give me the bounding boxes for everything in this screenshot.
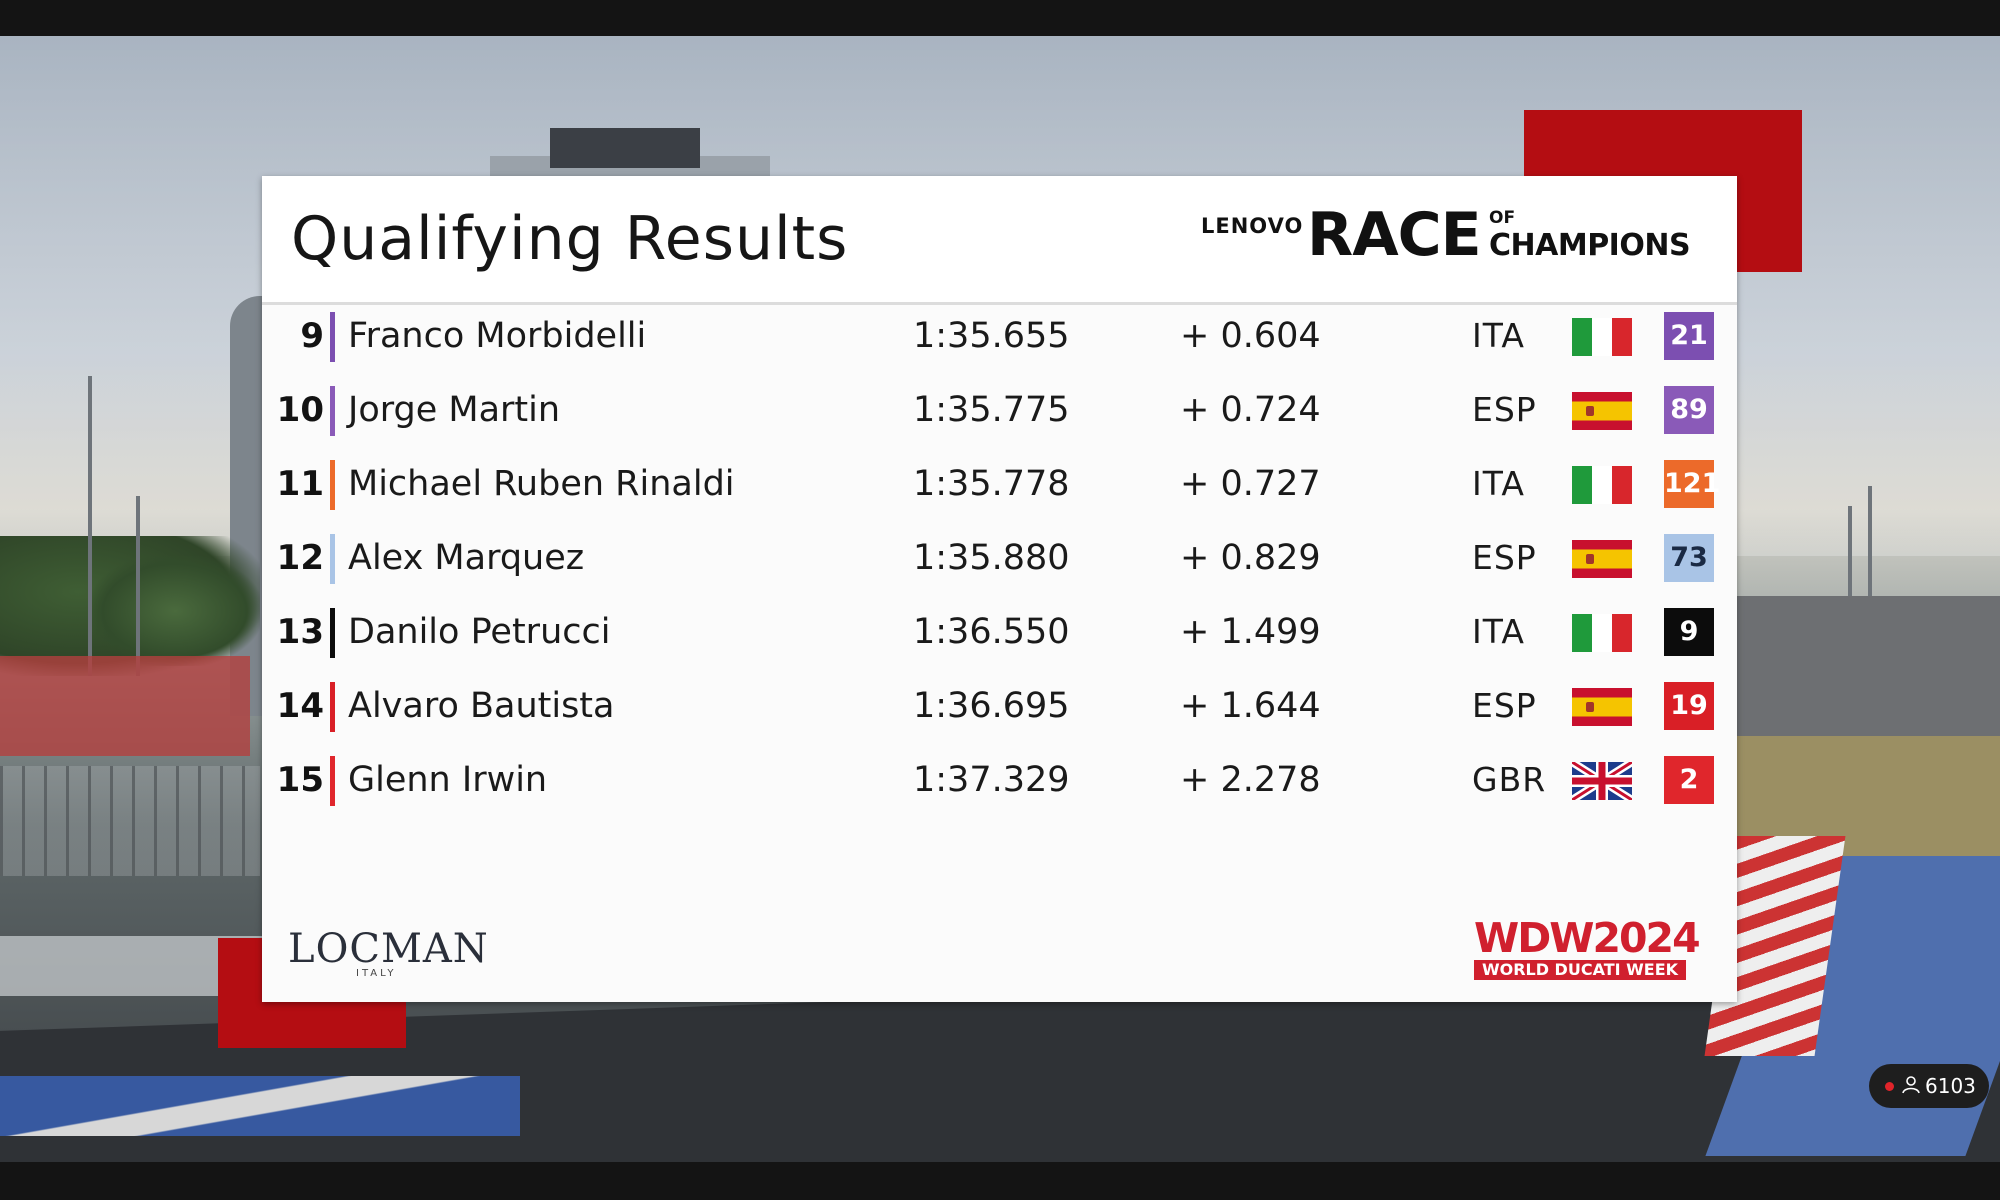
nation-code: ITA bbox=[1472, 612, 1525, 651]
grandstand bbox=[1700, 596, 2000, 746]
rider-number-badge: 21 bbox=[1664, 312, 1714, 360]
spain-flag-icon bbox=[1572, 688, 1632, 726]
logo-lenovo: LENOVO bbox=[1201, 214, 1304, 238]
letterbox-top bbox=[0, 0, 2000, 36]
table-row: 12 Alex Marquez 1:35.880 + 0.829 ESP 73 bbox=[262, 530, 1737, 588]
viewer-count-badge: 6103 bbox=[1869, 1064, 1989, 1108]
gap: + 0.724 bbox=[1180, 390, 1321, 430]
table-row: 9 Franco Morbidelli 1:35.655 + 0.604 ITA… bbox=[262, 308, 1737, 366]
spain-flag-icon bbox=[1572, 392, 1632, 430]
team-color-bar bbox=[330, 608, 335, 658]
rider-name: Glenn Irwin bbox=[348, 760, 548, 800]
logo-race: RACE bbox=[1307, 200, 1482, 270]
table-row: 15 Glenn Irwin 1:37.329 + 2.278 GBR bbox=[262, 752, 1737, 810]
position: 13 bbox=[276, 612, 324, 652]
lap-time: 1:37.329 bbox=[913, 760, 1070, 800]
italy-flag-icon bbox=[1572, 614, 1632, 652]
spain-flag-icon bbox=[1572, 540, 1632, 578]
nation-code: GBR bbox=[1472, 760, 1547, 799]
logo-of: OF bbox=[1489, 208, 1516, 228]
wdw-subtext: WORLD DUCATI WEEK bbox=[1474, 960, 1686, 980]
team-color-bar bbox=[330, 534, 335, 584]
person-icon bbox=[1901, 1075, 1921, 1095]
rider-number-badge: 9 bbox=[1664, 608, 1714, 656]
rider-number-badge: 73 bbox=[1664, 534, 1714, 582]
rider-name: Jorge Martin bbox=[348, 390, 561, 430]
team-color-bar bbox=[330, 312, 335, 362]
wdw-logo: WDW2024 WORLD DUCATI WEEK bbox=[1474, 916, 1701, 982]
fence bbox=[0, 766, 260, 876]
logo-champions: CHAMPIONS bbox=[1489, 228, 1691, 263]
lap-time: 1:35.880 bbox=[913, 538, 1070, 578]
nation-code: ESP bbox=[1472, 538, 1537, 577]
gap: + 2.278 bbox=[1180, 760, 1321, 800]
gap: + 1.499 bbox=[1180, 612, 1321, 652]
italy-flag-icon bbox=[1572, 318, 1632, 356]
gap: + 0.604 bbox=[1180, 316, 1321, 356]
position: 15 bbox=[276, 760, 324, 800]
rider-name: Alex Marquez bbox=[348, 538, 585, 578]
uk-flag-icon bbox=[1572, 762, 1632, 800]
rider-name: Franco Morbidelli bbox=[348, 316, 647, 356]
position: 10 bbox=[276, 390, 324, 430]
card-header: Qualifying Results LENOVO RACE OF CHAMPI… bbox=[262, 176, 1737, 305]
gap: + 0.727 bbox=[1180, 464, 1321, 504]
position: 11 bbox=[276, 464, 324, 504]
rider-name: Danilo Petrucci bbox=[348, 612, 611, 652]
table-row: 13 Danilo Petrucci 1:36.550 + 1.499 ITA … bbox=[262, 604, 1737, 662]
light-pole bbox=[88, 376, 92, 676]
qualifying-results-card: Qualifying Results LENOVO RACE OF CHAMPI… bbox=[262, 176, 1737, 1002]
kerb bbox=[0, 1076, 520, 1136]
team-color-bar bbox=[330, 386, 335, 436]
locman-logo: LOCMAN ITALY bbox=[288, 926, 489, 979]
team-color-bar bbox=[330, 460, 335, 510]
nation-code: ESP bbox=[1472, 390, 1537, 429]
team-color-bar bbox=[330, 756, 335, 806]
gap: + 0.829 bbox=[1180, 538, 1321, 578]
lap-time: 1:35.778 bbox=[913, 464, 1070, 504]
italy-flag-icon bbox=[1572, 466, 1632, 504]
lap-time: 1:36.550 bbox=[913, 612, 1070, 652]
rider-number-badge: 89 bbox=[1664, 386, 1714, 434]
rider-name: Alvaro Bautista bbox=[348, 686, 615, 726]
paddock-tents bbox=[0, 656, 250, 756]
team-color-bar bbox=[330, 682, 335, 732]
live-dot-icon bbox=[1885, 1082, 1894, 1091]
wdw-wordmark: WDW2024 bbox=[1474, 914, 1701, 962]
rider-number-badge: 121 bbox=[1664, 460, 1720, 508]
position: 9 bbox=[300, 316, 324, 356]
race-of-champions-logo: LENOVO RACE OF CHAMPIONS bbox=[1197, 200, 1717, 270]
viewer-count: 6103 bbox=[1925, 1074, 1976, 1098]
letterbox-bottom bbox=[0, 1162, 2000, 1200]
position: 12 bbox=[276, 538, 324, 578]
nation-code: ITA bbox=[1472, 464, 1525, 503]
page-title: Qualifying Results bbox=[291, 204, 849, 274]
rider-number-badge: 2 bbox=[1664, 756, 1714, 804]
locman-wordmark: LOCMAN bbox=[288, 926, 489, 972]
rider-number-badge: 19 bbox=[1664, 682, 1714, 730]
nation-code: ESP bbox=[1472, 686, 1537, 725]
gap: + 1.644 bbox=[1180, 686, 1321, 726]
table-row: 11 Michael Ruben Rinaldi 1:35.778 + 0.72… bbox=[262, 456, 1737, 514]
locman-subtext: ITALY bbox=[356, 968, 397, 979]
lap-time: 1:35.775 bbox=[913, 390, 1070, 430]
table-row: 10 Jorge Martin 1:35.775 + 0.724 ESP 89 bbox=[262, 382, 1737, 440]
nation-code: ITA bbox=[1472, 316, 1525, 355]
rider-name: Michael Ruben Rinaldi bbox=[348, 464, 735, 504]
lap-time: 1:36.695 bbox=[913, 686, 1070, 726]
lap-time: 1:35.655 bbox=[913, 316, 1070, 356]
position: 14 bbox=[276, 686, 324, 726]
table-row: 14 Alvaro Bautista 1:36.695 + 1.644 ESP … bbox=[262, 678, 1737, 736]
